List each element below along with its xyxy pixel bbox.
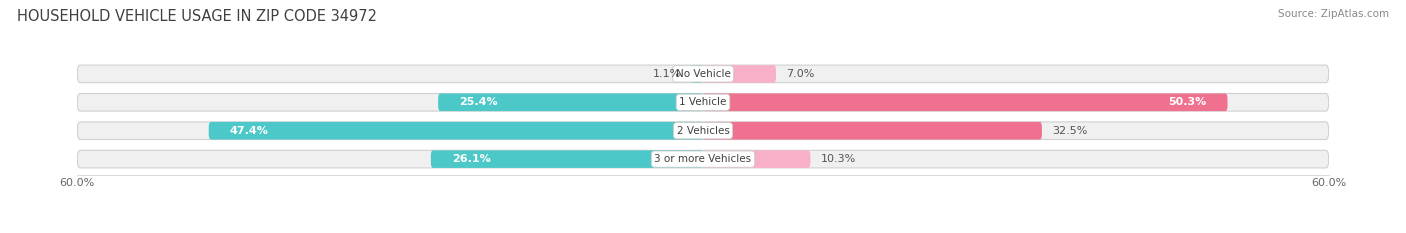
FancyBboxPatch shape: [439, 93, 703, 111]
FancyBboxPatch shape: [703, 93, 1227, 111]
Text: 3 or more Vehicles: 3 or more Vehicles: [654, 154, 752, 164]
Text: No Vehicle: No Vehicle: [675, 69, 731, 79]
FancyBboxPatch shape: [77, 93, 1329, 111]
FancyBboxPatch shape: [77, 65, 1329, 83]
FancyBboxPatch shape: [692, 65, 703, 83]
Text: HOUSEHOLD VEHICLE USAGE IN ZIP CODE 34972: HOUSEHOLD VEHICLE USAGE IN ZIP CODE 3497…: [17, 9, 377, 24]
FancyBboxPatch shape: [77, 150, 1329, 168]
Text: 1.1%: 1.1%: [652, 69, 681, 79]
Text: 50.3%: 50.3%: [1168, 97, 1206, 107]
FancyBboxPatch shape: [703, 122, 1042, 140]
Text: 1 Vehicle: 1 Vehicle: [679, 97, 727, 107]
Text: 26.1%: 26.1%: [451, 154, 491, 164]
FancyBboxPatch shape: [703, 150, 810, 168]
Text: 25.4%: 25.4%: [458, 97, 498, 107]
FancyBboxPatch shape: [77, 122, 1329, 140]
Text: 7.0%: 7.0%: [786, 69, 815, 79]
Text: 47.4%: 47.4%: [229, 126, 269, 136]
Text: 32.5%: 32.5%: [1052, 126, 1088, 136]
Text: 10.3%: 10.3%: [821, 154, 856, 164]
Text: 2 Vehicles: 2 Vehicles: [676, 126, 730, 136]
FancyBboxPatch shape: [430, 150, 703, 168]
Text: Source: ZipAtlas.com: Source: ZipAtlas.com: [1278, 9, 1389, 19]
FancyBboxPatch shape: [208, 122, 703, 140]
FancyBboxPatch shape: [703, 65, 776, 83]
